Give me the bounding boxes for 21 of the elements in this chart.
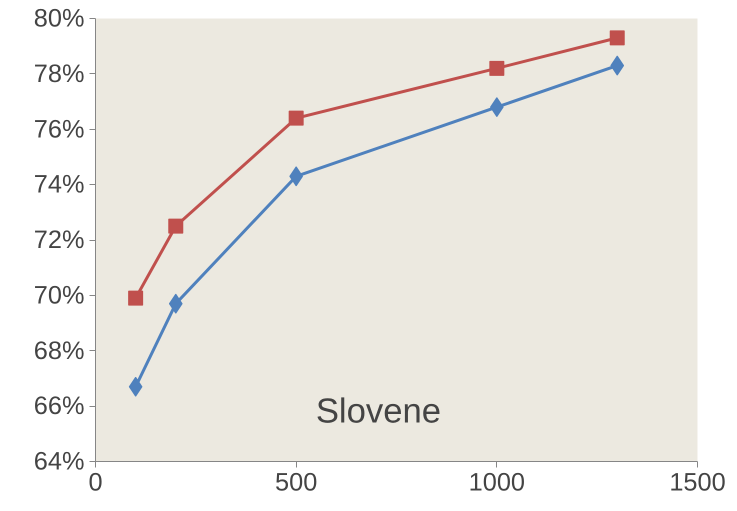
x-tick-label: 500 bbox=[275, 468, 318, 496]
point bbox=[610, 30, 625, 46]
y-tick-label: 68% bbox=[34, 336, 85, 365]
point bbox=[489, 60, 504, 76]
x-tick-label: 0 bbox=[88, 468, 103, 496]
y-tick-label: 64% bbox=[34, 448, 85, 476]
y-tick-label: 66% bbox=[34, 392, 85, 420]
y-tick-label: 70% bbox=[34, 281, 85, 310]
x-tick-label: 1000 bbox=[468, 468, 526, 496]
point bbox=[168, 218, 184, 234]
point bbox=[610, 56, 624, 76]
y-tick-label: 80% bbox=[34, 4, 85, 32]
x-tick-label: 1500 bbox=[669, 468, 726, 496]
y-tick-label: 76% bbox=[34, 115, 85, 144]
point bbox=[168, 294, 183, 314]
y-tick-label: 72% bbox=[34, 226, 85, 254]
y-tick-label: 74% bbox=[34, 170, 85, 199]
point bbox=[128, 290, 144, 306]
annotation: Slovene bbox=[316, 392, 442, 430]
point bbox=[288, 110, 304, 126]
y-tick-label: 78% bbox=[34, 60, 85, 88]
